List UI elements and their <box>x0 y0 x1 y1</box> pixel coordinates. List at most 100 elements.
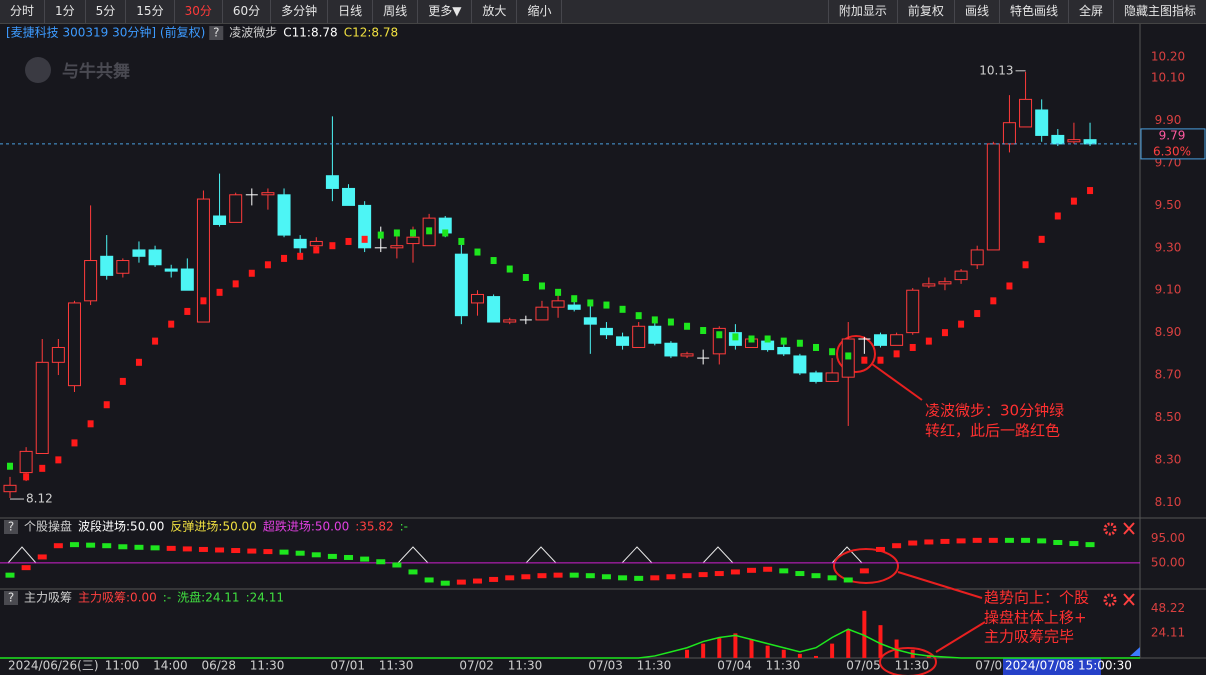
candle-body <box>293 238 307 249</box>
candle-body <box>35 361 49 455</box>
candle-body <box>180 268 194 291</box>
signal-bar <box>231 548 241 554</box>
signal-dot <box>716 331 723 339</box>
toolbar-button[interactable]: 分时 <box>0 0 46 23</box>
signal-dot <box>442 229 449 237</box>
signal-dot <box>877 356 884 364</box>
triangle <box>621 546 653 564</box>
y-tick-label: 8.90 <box>1155 325 1182 339</box>
signal-bar <box>134 544 144 550</box>
signal-bar <box>247 548 257 554</box>
toolbar-button[interactable]: 多分钟 <box>271 0 329 23</box>
y-tick-label: 24.11 <box>1151 626 1185 640</box>
signal-dot <box>909 343 916 351</box>
x-tick-label: 11:30 <box>895 659 930 673</box>
candle-body <box>3 484 17 493</box>
close-icon[interactable] <box>1123 522 1135 535</box>
toolbar-button[interactable]: 60分 <box>223 0 272 23</box>
candle-body <box>777 346 791 355</box>
y-tick-label: 8.30 <box>1155 452 1182 466</box>
toolbar-button[interactable]: 画线 <box>953 0 999 23</box>
candle-body <box>470 293 484 304</box>
signal-bar <box>392 562 402 568</box>
signal-bar <box>69 542 79 548</box>
signal-bar <box>779 568 789 574</box>
toolbar-button[interactable]: 缩小 <box>517 0 563 23</box>
signal-bar <box>102 543 112 549</box>
signal-bar <box>553 572 563 578</box>
signal-dot <box>232 280 239 288</box>
annotation: 主力吸筹完毕 <box>984 628 1074 646</box>
candle-body <box>664 342 678 357</box>
toolbar-button[interactable]: 全屏 <box>1067 0 1113 23</box>
signal-dot <box>248 269 255 277</box>
candle-body <box>487 296 501 323</box>
watermark: 与牛共舞 <box>62 61 130 82</box>
settings-icon[interactable] <box>1103 593 1117 607</box>
toolbar-button[interactable]: 15分 <box>126 0 175 23</box>
toolbar-button[interactable]: 隐藏主图指标 <box>1112 0 1206 23</box>
candle-body <box>1002 122 1016 145</box>
toolbar-button[interactable]: 附加显示 <box>827 0 897 23</box>
toolbar-button[interactable]: 周线 <box>373 0 419 23</box>
bar <box>846 629 851 658</box>
bar <box>814 655 818 658</box>
line <box>10 628 1091 659</box>
candle-body <box>680 353 694 357</box>
annotation: 趋势向上：个股 <box>984 589 1089 607</box>
toolbar-button[interactable]: 1分 <box>45 0 86 23</box>
candle-body <box>19 450 33 474</box>
triangle <box>7 546 37 564</box>
candle-body <box>84 260 98 302</box>
close-icon[interactable] <box>1123 593 1135 606</box>
y-tick-label: 9.50 <box>1155 198 1182 212</box>
toolbar-button[interactable]: 特色画线 <box>998 0 1068 23</box>
candle-body <box>454 253 468 317</box>
highlight-ellipse <box>879 647 937 675</box>
legend-entry: C12:8.78 <box>344 26 398 40</box>
signal-dot <box>410 229 416 237</box>
signal-dot <box>393 229 400 237</box>
callout-line <box>935 621 986 653</box>
toolbar-button[interactable]: 放大 <box>472 0 518 23</box>
signal-dot <box>168 320 175 328</box>
signal-bar <box>215 547 225 553</box>
highlight-ellipse <box>836 335 876 373</box>
panel-controls <box>1103 522 1140 656</box>
signal-bar <box>666 574 676 580</box>
toolbar-button[interactable]: 日线 <box>328 0 374 23</box>
candle-body <box>325 175 339 189</box>
candle-body <box>535 306 549 321</box>
bar <box>894 639 899 658</box>
toolbar-button[interactable]: 更多▼ <box>418 0 473 23</box>
candle-body <box>599 327 613 336</box>
candle-body <box>583 317 597 325</box>
signal-dot <box>813 343 819 351</box>
header-item: 反弹进场:50.00 <box>170 520 256 534</box>
legend-entry: 主力吸筹:0.00 <box>78 591 157 605</box>
bar <box>830 643 835 658</box>
signal-dot <box>748 335 755 343</box>
signal-bar <box>650 575 660 581</box>
y-tick-label: 8.50 <box>1155 410 1182 424</box>
signal-dot <box>941 329 948 337</box>
candle-body <box>793 355 807 374</box>
signal-dot <box>845 352 852 360</box>
header-item: :- <box>400 520 408 534</box>
toolbar-button[interactable]: 30分 <box>175 0 223 23</box>
signal-dot <box>651 316 658 324</box>
bar <box>781 649 786 658</box>
legend-entry: C11:8.78 <box>283 26 337 40</box>
signal-bar <box>408 569 418 575</box>
resize-handle[interactable] <box>1130 647 1140 656</box>
signal-dot <box>990 297 997 305</box>
signal-bar <box>182 546 192 552</box>
signal-bar <box>682 573 692 579</box>
x-tick-label: 11:30 <box>379 659 414 673</box>
toolbar-button[interactable]: 5分 <box>86 0 127 23</box>
settings-icon[interactable] <box>1103 522 1117 536</box>
toolbar-button[interactable]: 前复权 <box>896 0 954 23</box>
signal-dot <box>345 237 352 245</box>
